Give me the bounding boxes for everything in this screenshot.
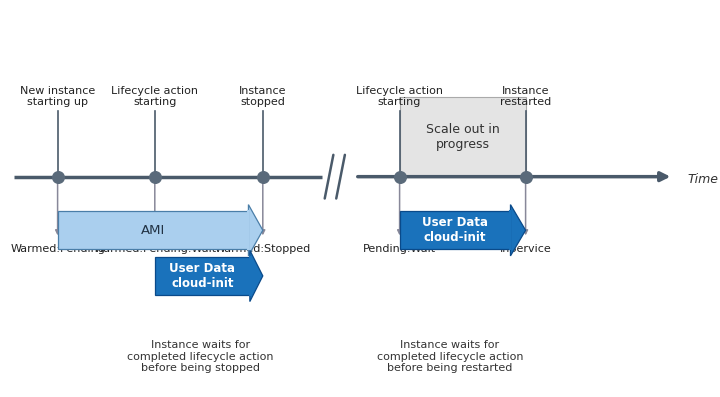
Point — [394, 173, 405, 180]
Text: Warmed:Stopped: Warmed:Stopped — [215, 244, 311, 254]
Text: Pending:Wait: Pending:Wait — [363, 244, 436, 254]
Text: User Data
cloud-init: User Data cloud-init — [422, 216, 488, 244]
Polygon shape — [250, 250, 263, 302]
Bar — [400, 97, 526, 177]
Text: User Data
cloud-init: User Data cloud-init — [169, 262, 235, 290]
Polygon shape — [155, 257, 250, 295]
Point — [52, 173, 63, 180]
Text: Warmed:Pending:Wait: Warmed:Pending:Wait — [93, 244, 217, 254]
Text: Instance waits for
completed lifecycle action
before being stopped: Instance waits for completed lifecycle a… — [127, 340, 274, 373]
Text: New instance
starting up: New instance starting up — [20, 86, 95, 107]
Polygon shape — [510, 204, 526, 256]
Point — [149, 173, 161, 180]
Text: InService: InService — [500, 244, 552, 254]
Text: Warmed:Pending: Warmed:Pending — [10, 244, 105, 254]
Text: Lifecycle action
starting: Lifecycle action starting — [356, 86, 443, 107]
Text: AMI: AMI — [141, 224, 165, 237]
Polygon shape — [58, 211, 248, 249]
Text: Instance waits for
completed lifecycle action
before being restarted: Instance waits for completed lifecycle a… — [377, 340, 523, 373]
Text: Instance
stopped: Instance stopped — [239, 86, 287, 107]
Text: Instance
restarted: Instance restarted — [500, 86, 552, 107]
Polygon shape — [248, 204, 263, 256]
Polygon shape — [400, 211, 510, 249]
Text: Lifecycle action
starting: Lifecycle action starting — [112, 86, 198, 107]
Point — [520, 173, 531, 180]
Text: Time: Time — [688, 173, 719, 186]
Text: Scale out in
progress: Scale out in progress — [426, 123, 500, 151]
Point — [257, 173, 269, 180]
